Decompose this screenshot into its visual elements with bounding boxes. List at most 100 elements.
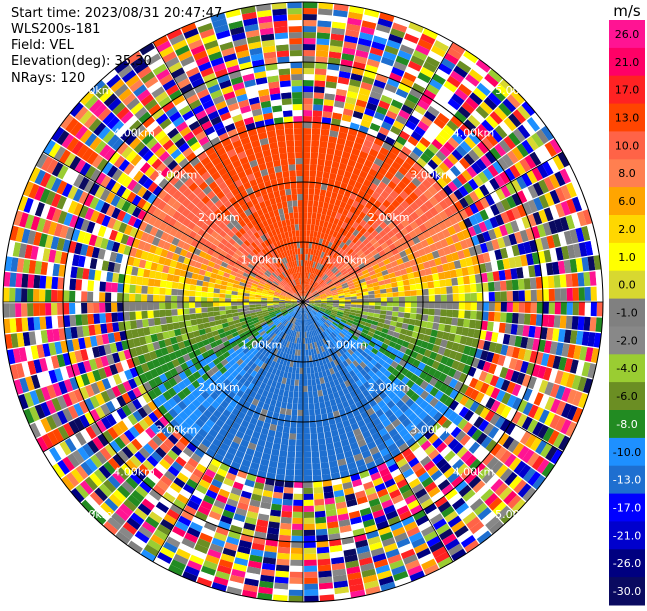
radar-gate xyxy=(290,566,303,572)
radar-gate xyxy=(441,302,447,309)
radar-gate xyxy=(597,302,603,316)
radar-gate xyxy=(281,438,289,445)
radar-gate xyxy=(297,422,303,428)
radar-gate xyxy=(277,462,286,469)
radar-gate xyxy=(314,189,320,196)
radar-gate xyxy=(402,323,409,329)
radar-gate xyxy=(75,315,82,326)
radar-gate xyxy=(303,164,310,170)
radar-gate xyxy=(323,425,330,432)
radar-gate xyxy=(303,212,307,218)
radar-gate xyxy=(219,294,225,298)
radar-gate xyxy=(294,494,304,500)
radar-gate xyxy=(304,458,312,464)
radar-gate xyxy=(21,303,27,317)
radar-gate xyxy=(313,201,319,208)
radar-gate xyxy=(303,392,308,398)
radar-gate xyxy=(319,147,327,154)
radar-gate xyxy=(463,319,470,328)
radar-gate xyxy=(548,315,555,327)
radar-gate xyxy=(324,196,330,203)
radar-gate xyxy=(318,571,332,578)
radar-gate xyxy=(396,322,403,328)
radar-gate xyxy=(357,302,363,305)
radar-gate xyxy=(303,44,315,50)
radar-gate xyxy=(560,274,567,287)
radar-gate xyxy=(45,316,52,329)
radar-gate xyxy=(549,302,555,314)
radar-gate xyxy=(531,290,537,301)
radar-gate xyxy=(192,325,199,332)
radar-gate xyxy=(283,493,293,500)
radar-gate xyxy=(405,302,411,307)
radar-gate xyxy=(392,311,399,316)
radar-gate xyxy=(316,171,323,178)
radar-gate xyxy=(407,325,414,332)
radar-gate xyxy=(451,278,458,286)
radar-gate xyxy=(142,277,149,285)
radar-gate xyxy=(123,303,129,312)
radar-gate xyxy=(123,293,129,302)
radar-gate xyxy=(304,524,315,530)
radar-gate xyxy=(81,291,87,302)
radar-gate xyxy=(573,288,579,301)
radar-gate xyxy=(308,398,313,404)
radar-gate xyxy=(276,425,283,432)
radar-gate xyxy=(209,321,216,327)
radar-gate xyxy=(530,278,537,290)
radar-gate xyxy=(136,276,143,285)
radar-gate xyxy=(166,316,173,323)
radar-gate xyxy=(307,218,311,224)
radar-gate xyxy=(303,2,317,8)
radar-gate xyxy=(309,236,313,242)
radar-gate xyxy=(303,182,309,188)
radar-gate xyxy=(111,303,117,312)
radar-gate xyxy=(319,402,325,409)
radar-gate xyxy=(567,302,573,315)
radar-gate xyxy=(154,318,161,326)
radar-gate xyxy=(399,307,405,312)
radar-gate xyxy=(279,450,287,457)
radar-gate xyxy=(375,294,381,298)
radar-gate xyxy=(297,428,303,434)
radar-gate xyxy=(439,316,446,324)
radar-gate xyxy=(381,293,387,297)
radar-gate xyxy=(289,578,303,584)
radar-gate xyxy=(286,469,295,476)
radar-gate xyxy=(293,512,303,518)
radar-gate xyxy=(303,188,309,194)
radar-gate xyxy=(310,427,317,434)
radar-gate xyxy=(39,289,45,302)
radar-gate xyxy=(369,298,375,302)
radar-gate xyxy=(111,283,118,293)
radar-gate xyxy=(295,464,303,470)
radar-gate xyxy=(294,488,303,494)
radar-gate xyxy=(93,281,100,291)
radar-gate xyxy=(318,390,324,397)
radar-gate xyxy=(303,134,311,140)
radar-gate xyxy=(432,273,439,281)
radar-gate xyxy=(393,307,399,312)
radar-gate xyxy=(309,403,315,409)
radar-gate xyxy=(214,316,221,321)
radar-gate xyxy=(148,278,155,286)
radar-gate xyxy=(93,292,99,302)
radar-gate xyxy=(298,404,303,410)
radar-gate xyxy=(173,275,180,282)
radar-gate xyxy=(368,309,374,313)
radar-gate xyxy=(296,446,303,452)
radar-gate xyxy=(303,14,317,20)
radar-gate xyxy=(147,286,154,294)
radar-gate xyxy=(304,416,310,422)
radar-gate xyxy=(51,277,58,289)
radar-gate xyxy=(310,421,316,428)
radar-gate xyxy=(309,188,315,194)
radar-gate xyxy=(309,182,315,188)
radar-gate xyxy=(75,291,81,302)
radar-gate xyxy=(318,396,324,403)
radar-gate xyxy=(524,314,531,325)
radar-gate xyxy=(292,518,303,524)
radar-gate xyxy=(549,289,555,301)
radar-gate xyxy=(148,318,155,326)
radar-gate xyxy=(287,451,295,458)
